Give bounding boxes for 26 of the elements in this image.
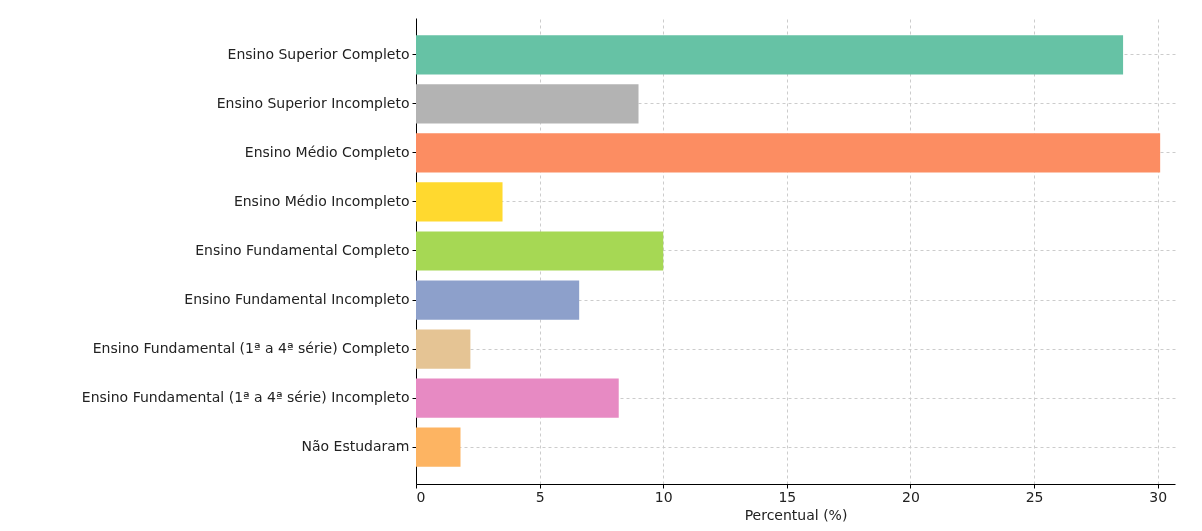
- bar: [416, 35, 1124, 75]
- y-tick-label: Ensino Superior Incompleto: [216, 94, 410, 111]
- bar: [416, 231, 664, 271]
- y-tick-label: Ensino Fundamental Incompleto: [184, 291, 410, 308]
- x-axis-title: Percentual (%): [744, 506, 848, 523]
- x-tick-label: 20: [902, 488, 920, 505]
- x-tick-label: 5: [535, 488, 545, 505]
- y-tick-label: Ensino Superior Completo: [227, 45, 410, 62]
- y-tick-label: Ensino Fundamental Completo: [195, 242, 410, 258]
- y-tick-label: Ensino Fundamental (1ª a 4ª série) Incompleto: [81, 389, 410, 406]
- bar: [416, 280, 580, 320]
- bar: [416, 84, 639, 124]
- bar: [416, 427, 461, 467]
- y-tick-label: Não Estudaram: [301, 438, 410, 455]
- x-tick-label: 10: [654, 488, 673, 505]
- bar: [416, 329, 471, 369]
- x-tick-label: 25: [1025, 488, 1044, 505]
- x-tick-label: 15: [778, 488, 797, 505]
- x-tick-label: 0: [416, 488, 426, 505]
- bar: [416, 182, 503, 222]
- y-tick-label: Ensino Médio Incompleto: [233, 192, 410, 209]
- bar: [416, 133, 1161, 173]
- y-tick-label: Ensino Fundamental (1ª a 4ª série) Completo: [92, 340, 410, 357]
- bar: [416, 378, 619, 418]
- x-tick-label: 30: [1149, 488, 1168, 505]
- y-tick-label: Ensino Médio Completo: [244, 143, 410, 160]
